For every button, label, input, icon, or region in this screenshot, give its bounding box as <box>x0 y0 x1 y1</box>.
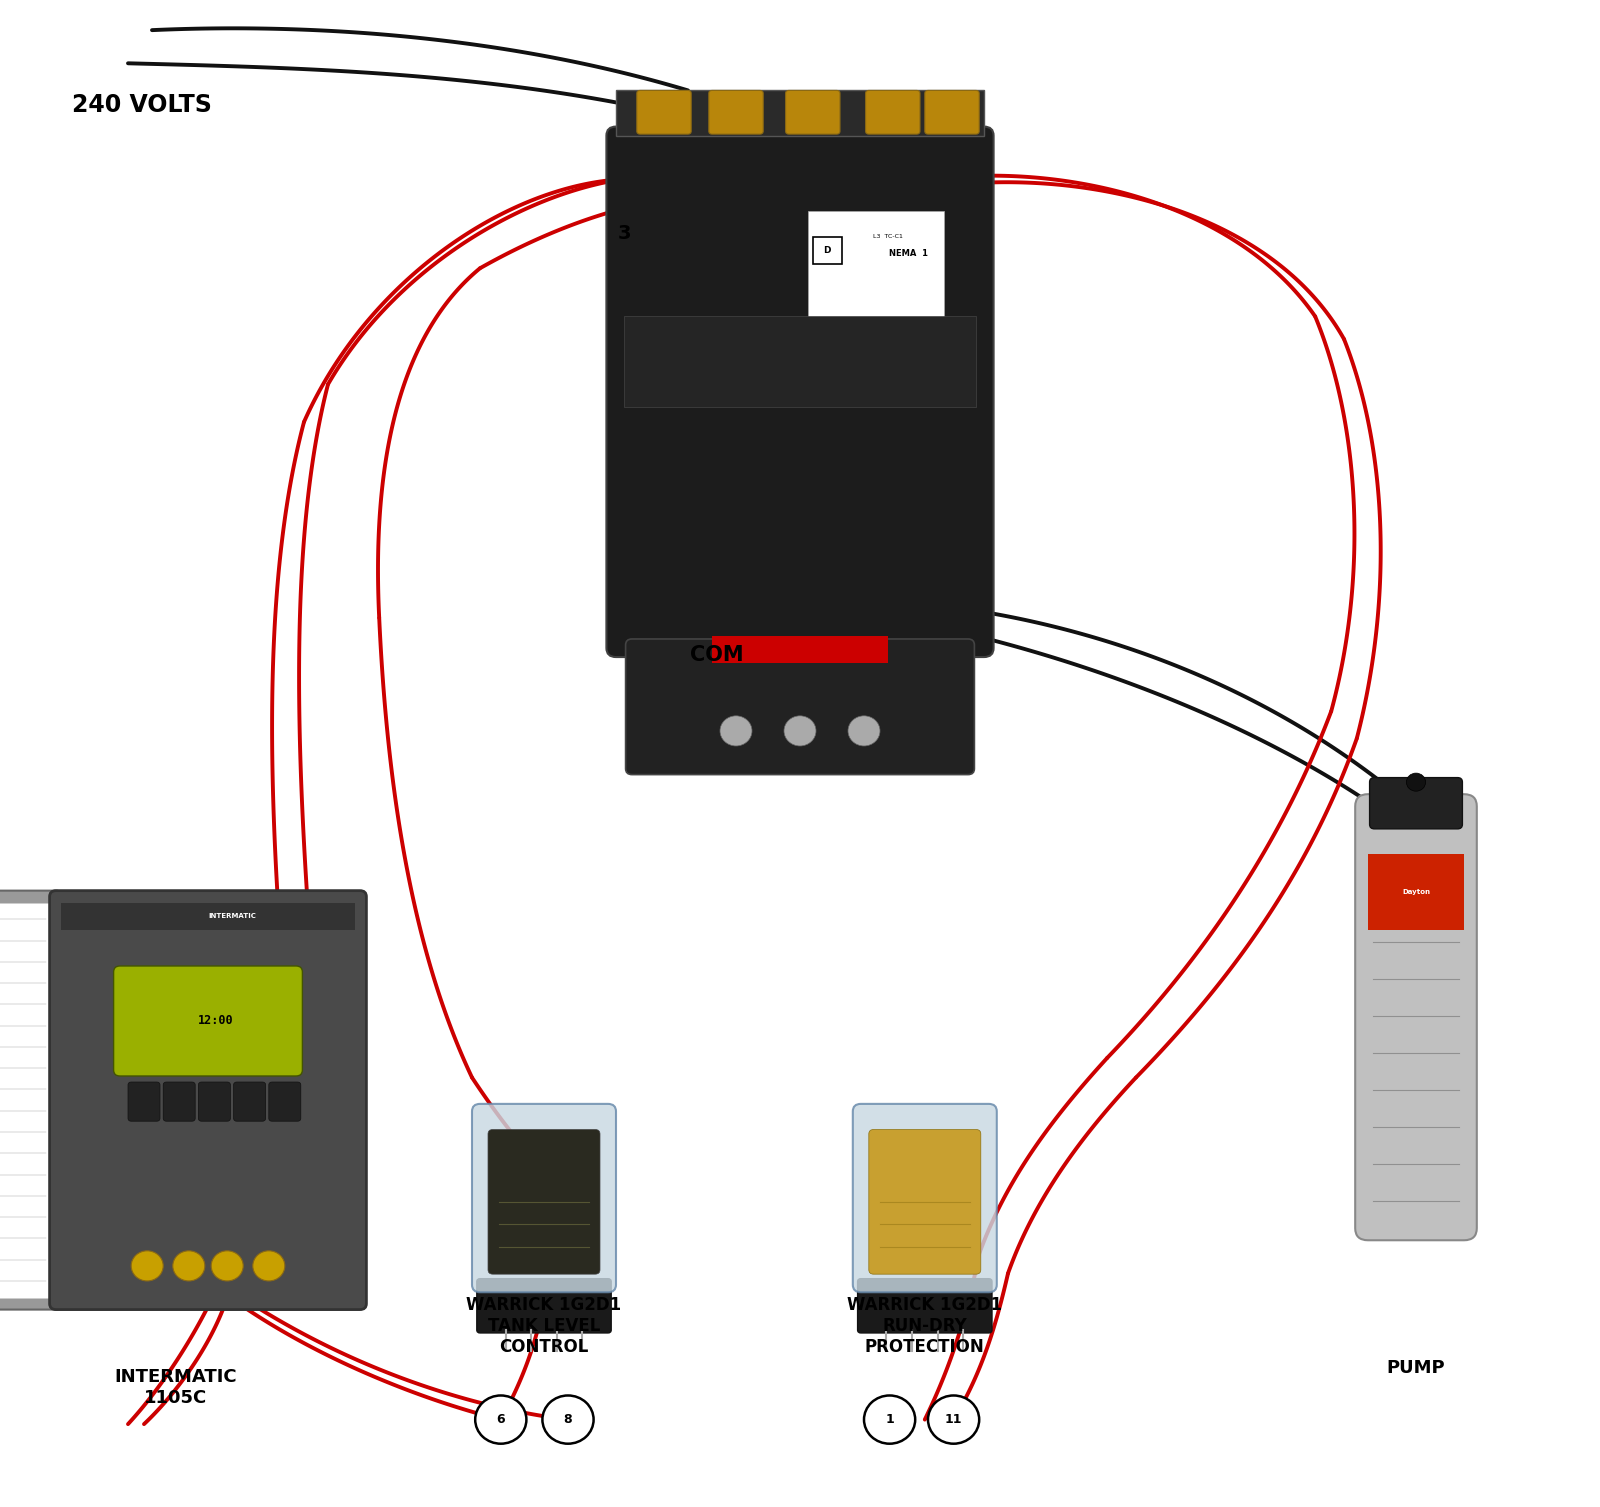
Bar <box>712 636 888 663</box>
FancyBboxPatch shape <box>50 891 366 1310</box>
FancyBboxPatch shape <box>234 1082 266 1121</box>
FancyBboxPatch shape <box>853 1103 997 1293</box>
Text: 1: 1 <box>885 1414 894 1426</box>
Text: INTERMATIC: INTERMATIC <box>208 913 256 919</box>
FancyBboxPatch shape <box>925 90 979 134</box>
FancyBboxPatch shape <box>1370 778 1462 829</box>
Bar <box>616 90 984 136</box>
FancyBboxPatch shape <box>0 891 62 1310</box>
Circle shape <box>211 1251 243 1281</box>
Text: WARRICK 1G2D1
RUN-DRY
PROTECTION: WARRICK 1G2D1 RUN-DRY PROTECTION <box>848 1296 1002 1356</box>
FancyBboxPatch shape <box>163 1082 195 1121</box>
FancyBboxPatch shape <box>866 90 920 134</box>
Text: INTERMATIC
1105C: INTERMATIC 1105C <box>115 1368 237 1408</box>
Text: 6: 6 <box>496 1414 506 1426</box>
FancyBboxPatch shape <box>488 1130 600 1275</box>
FancyBboxPatch shape <box>786 90 840 134</box>
FancyBboxPatch shape <box>626 639 974 775</box>
FancyBboxPatch shape <box>269 1082 301 1121</box>
Text: L3  TC-C1: L3 TC-C1 <box>874 234 902 238</box>
FancyBboxPatch shape <box>477 1278 611 1334</box>
Text: Dayton: Dayton <box>1402 889 1430 895</box>
FancyBboxPatch shape <box>114 966 302 1076</box>
Circle shape <box>131 1251 163 1281</box>
FancyBboxPatch shape <box>606 127 994 657</box>
Circle shape <box>864 1395 915 1444</box>
Text: D: D <box>824 246 830 255</box>
Circle shape <box>720 716 752 746</box>
FancyBboxPatch shape <box>709 90 763 134</box>
Text: COM: COM <box>690 645 744 665</box>
FancyBboxPatch shape <box>472 1103 616 1293</box>
Circle shape <box>784 716 816 746</box>
FancyBboxPatch shape <box>637 90 691 134</box>
Bar <box>808 211 944 377</box>
Text: WARRICK 1G2D1
TANK LEVEL
CONTROL: WARRICK 1G2D1 TANK LEVEL CONTROL <box>467 1296 621 1356</box>
Bar <box>0 903 50 1298</box>
Text: 8: 8 <box>563 1414 573 1426</box>
FancyBboxPatch shape <box>128 1082 160 1121</box>
Bar <box>624 316 976 407</box>
Bar <box>1368 854 1464 930</box>
FancyBboxPatch shape <box>858 1278 992 1334</box>
FancyBboxPatch shape <box>1355 794 1477 1240</box>
Text: NEMA  1: NEMA 1 <box>890 249 928 258</box>
Circle shape <box>1406 773 1426 791</box>
Circle shape <box>173 1251 205 1281</box>
FancyBboxPatch shape <box>869 1130 981 1275</box>
Bar <box>61 903 355 930</box>
Bar <box>813 237 842 264</box>
Text: 12:00: 12:00 <box>198 1014 234 1026</box>
Circle shape <box>253 1251 285 1281</box>
Circle shape <box>542 1395 594 1444</box>
Text: 3: 3 <box>618 225 630 243</box>
Text: PUMP: PUMP <box>1387 1359 1445 1377</box>
Circle shape <box>848 716 880 746</box>
Circle shape <box>928 1395 979 1444</box>
Text: 240 VOLTS: 240 VOLTS <box>72 93 211 118</box>
Circle shape <box>475 1395 526 1444</box>
FancyBboxPatch shape <box>198 1082 230 1121</box>
Text: 11: 11 <box>946 1414 962 1426</box>
